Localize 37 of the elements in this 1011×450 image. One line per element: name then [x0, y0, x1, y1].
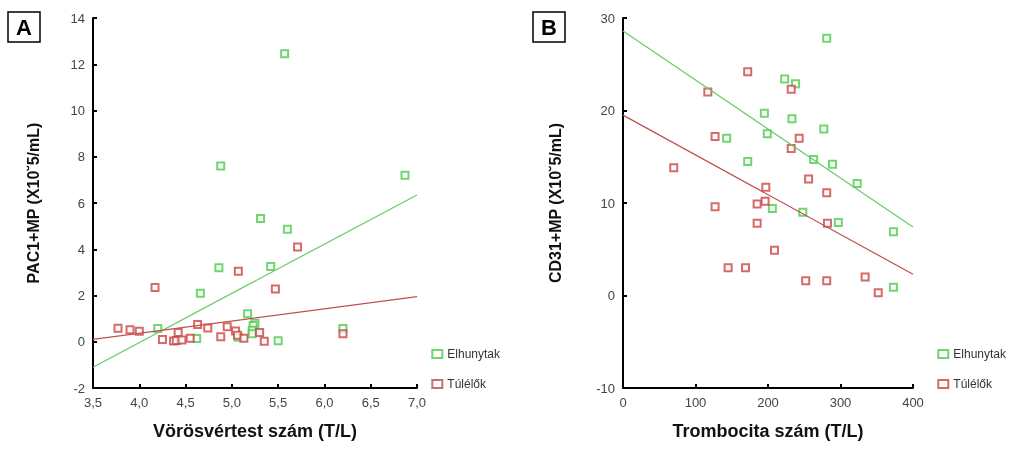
y-tick-label: 10	[600, 195, 615, 211]
legend-label: Elhunytak	[447, 347, 501, 361]
x-axis-title: Vörösvértest szám (T/L)	[152, 421, 358, 441]
legend-label: Túlélők	[447, 377, 487, 391]
y-tick-label: 8	[77, 149, 85, 165]
chart-title: B	[541, 14, 557, 40]
y-tick-label: 2	[77, 288, 85, 303]
y-tick-label: 14	[70, 10, 85, 26]
x-tick-label: 6,5	[361, 395, 380, 410]
x-tick-label: 400	[902, 395, 924, 410]
y-axis-title: PAC1+MP (X10˘5/mL)	[24, 122, 42, 284]
legend-label: Túlélők	[953, 377, 993, 391]
y-tick-label: 20	[600, 103, 615, 118]
y-tick-label: -10	[596, 380, 615, 396]
y-tick-label: 10	[70, 103, 85, 118]
x-tick-label: 100	[684, 395, 707, 410]
x-axis-title: Trombocita szám (T/L)	[672, 421, 864, 441]
y-tick-label: 30	[600, 10, 615, 26]
y-tick-label: 6	[77, 195, 85, 211]
x-tick-label: 0	[619, 395, 627, 410]
x-tick-label: 200	[757, 395, 779, 410]
x-tick-label: 300	[829, 395, 852, 410]
y-tick-label: 12	[70, 56, 85, 72]
chart-title: A	[16, 14, 32, 40]
y-axis-title: CD31+MP (X10˘5/mL)	[546, 122, 564, 284]
x-tick-label: 4,5	[176, 395, 195, 410]
legend-label: Elhunytak	[953, 347, 1007, 361]
x-tick-label: 6,0	[315, 395, 334, 410]
x-tick-label: 5,5	[269, 395, 288, 410]
y-tick-label: 0	[77, 334, 85, 350]
y-tick-label: 4	[77, 241, 85, 257]
x-tick-label: 5,0	[222, 395, 241, 410]
y-tick-label: -2	[73, 380, 85, 396]
x-tick-label: 7,0	[407, 395, 427, 410]
x-tick-label: 4,0	[130, 395, 149, 410]
x-tick-label: 3,5	[83, 395, 103, 410]
y-tick-label: 0	[607, 288, 615, 303]
